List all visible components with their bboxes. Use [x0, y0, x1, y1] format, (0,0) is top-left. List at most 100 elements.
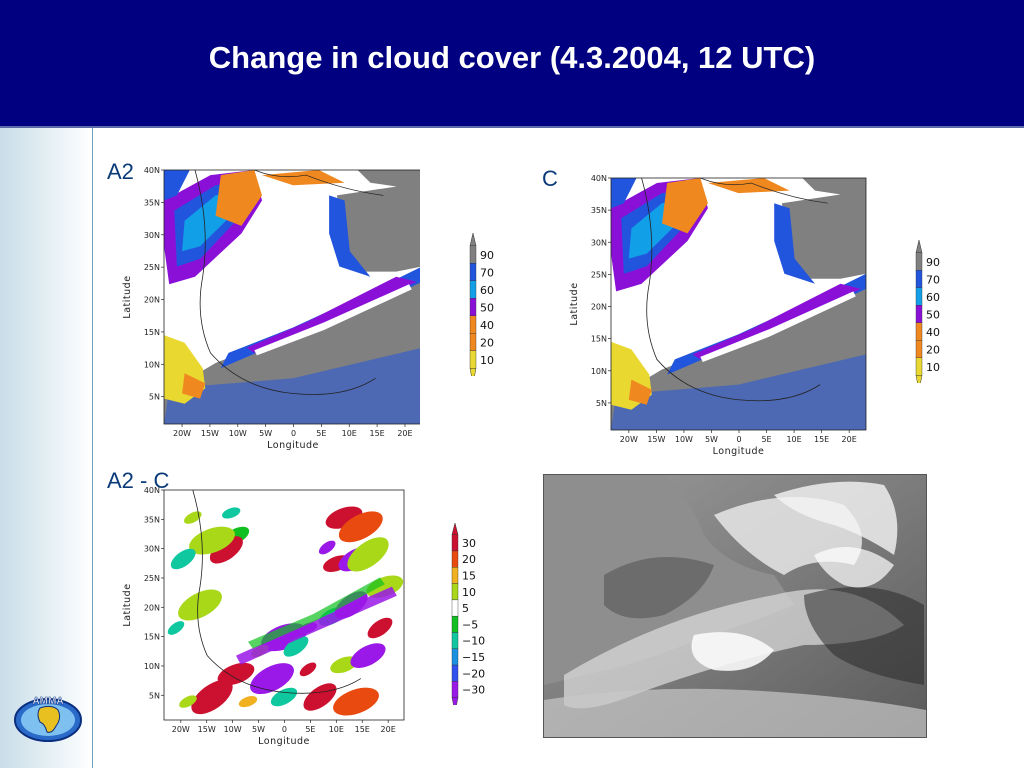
colorbar-swatch [469, 315, 477, 334]
colorbar-swatch [915, 305, 923, 323]
amma-logo: AMMA [12, 692, 84, 744]
colorbar-swatch [451, 632, 459, 649]
x-tick-label: 15W [198, 725, 216, 734]
colorbar-swatch [451, 664, 459, 682]
colorbar-label: 40 [926, 326, 940, 339]
colorbar-swatch [469, 280, 477, 299]
colorbar-swatch [451, 615, 459, 633]
map-plot-area [163, 169, 423, 425]
colorbar-swatch [451, 583, 459, 601]
colorbar-swatch [915, 357, 923, 376]
y-axis-title: Latitude [569, 282, 580, 325]
x-tick-label: 15E [355, 725, 370, 734]
y-tick-label: 35N [144, 515, 160, 524]
y-tick-label: 20N [144, 603, 160, 612]
x-tick-label: 0 [736, 435, 741, 444]
colorbar-label: 70 [480, 266, 494, 279]
colorbar-label: 60 [926, 291, 940, 304]
x-tick-label: 10E [786, 435, 801, 444]
colorbar-swatch [469, 245, 477, 264]
colorbar-label: −15 [462, 651, 485, 664]
x-tick-label: 20W [620, 435, 638, 444]
colorbar-swatch [469, 350, 477, 369]
logo-text: AMMA [32, 696, 63, 707]
x-tick-label: 5W [705, 435, 718, 444]
panel-label-c: C [542, 166, 558, 191]
cb-a2-svg: 90 70 60 50 40 20 10 [469, 232, 494, 385]
y-tick-label: 25N [144, 574, 160, 583]
x-tick-label: 10E [342, 429, 357, 438]
y-axis-title: Latitude [122, 275, 133, 318]
x-tick-label: 15W [201, 429, 219, 438]
colorbar-swatch [451, 648, 459, 666]
colorbar-swatch [915, 252, 923, 271]
colorbar-swatch [451, 550, 459, 568]
colorbar-label: 50 [926, 308, 940, 321]
x-tick-label: 15E [814, 435, 829, 444]
colorbar-label: 60 [480, 284, 494, 297]
y-tick-label: 10N [591, 367, 607, 376]
y-tick-label: 5N [596, 399, 607, 408]
x-tick-label: 10W [675, 435, 693, 444]
colorbar-label: −30 [462, 684, 485, 697]
colorbar-label: 5 [462, 602, 469, 615]
x-tick-label: 10E [329, 725, 344, 734]
x-tick-label: 10W [224, 725, 242, 734]
colorbar-label: 10 [462, 586, 476, 599]
colorbar-label: 90 [480, 249, 494, 262]
x-tick-label: 5E [761, 435, 771, 444]
y-tick-label: 40N [144, 486, 160, 495]
x-tick-label: 5E [305, 725, 315, 734]
y-tick-label: 30N [144, 231, 160, 240]
x-tick-label: 5W [259, 429, 272, 438]
colorbar-diff: 30 20 15 10 5 −5 −10 −15 −20 −30 [444, 520, 494, 713]
y-tick-label: 25N [144, 263, 160, 272]
x-tick-label: 20E [397, 429, 412, 438]
y-tick-label: 5N [149, 691, 160, 700]
colorbar-label: 15 [462, 569, 476, 582]
x-tick-label: 0 [291, 429, 296, 438]
y-tick-label: 10N [144, 662, 160, 671]
y-axis-title: Latitude [122, 583, 133, 626]
y-tick-label: 5N [149, 393, 160, 402]
colorbar-swatch [451, 681, 459, 698]
cb-diff-svg: 30 20 15 10 5 −5 −10 −15 −20 −30 [451, 522, 485, 713]
y-tick-label: 20N [144, 296, 160, 305]
satellite-image [543, 474, 927, 738]
map-panel-c: 20W 15W 10W 5W 0 5E 10E 15E 20E 40N 35N 30N 25N 20N 15… [545, 168, 880, 458]
map-plot-area [163, 489, 405, 721]
colorbar-label: 90 [926, 256, 940, 269]
y-tick-label: 15N [591, 335, 607, 344]
panel-label-diff: A2 - C [107, 468, 170, 493]
x-tick-label: 15E [369, 429, 384, 438]
x-tick-label: 20E [842, 435, 857, 444]
colorbar-label: 10 [926, 361, 940, 374]
y-tick-label: 40N [591, 174, 607, 183]
map-plot-area [610, 177, 867, 431]
cb-c-svg: 90 70 60 50 40 20 10 [915, 239, 940, 392]
colorbar-label: 70 [926, 273, 940, 286]
colorbar-swatch [915, 270, 923, 288]
panel-label-a2: A2 [107, 159, 134, 184]
colorbar-label: 10 [480, 354, 494, 367]
y-tick-label: 30N [591, 238, 607, 247]
colorbar-swatch [469, 263, 477, 281]
x-tick-label: 15W [647, 435, 665, 444]
colorbar-swatch [915, 340, 923, 358]
x-tick-label: 5W [252, 725, 265, 734]
colorbar-label: 20 [462, 553, 476, 566]
y-tick-label: 20N [591, 303, 607, 312]
title-bar: Change in cloud cover (4.3.2004, 12 UTC) [0, 0, 1024, 128]
colorbar-swatch [469, 298, 477, 316]
colorbar-swatch [451, 567, 459, 584]
panel-diff-svg: 20W 15W 10W 5W 0 5E 10E 15E 20E 40N 35N 30N 25N 20N 15… [122, 486, 405, 747]
colorbar-label: 40 [480, 319, 494, 332]
colorbar-c: 90 70 60 50 40 20 10 [908, 237, 958, 392]
y-tick-label: 35N [144, 198, 160, 207]
panel-c-svg: 20W 15W 10W 5W 0 5E 10E 15E 20E 40N 35N 30N 25N 20N 15… [569, 174, 867, 457]
y-tick-label: 40N [144, 166, 160, 175]
colorbar-label: 20 [480, 336, 494, 349]
colorbar-swatch [915, 287, 923, 306]
map-panel-a2: 20W 15W 10W 5W 0 5E 10E 15E 20E 40N 35N 30N 25N 20N 15… [100, 160, 423, 455]
colorbar-swatch [451, 534, 459, 552]
